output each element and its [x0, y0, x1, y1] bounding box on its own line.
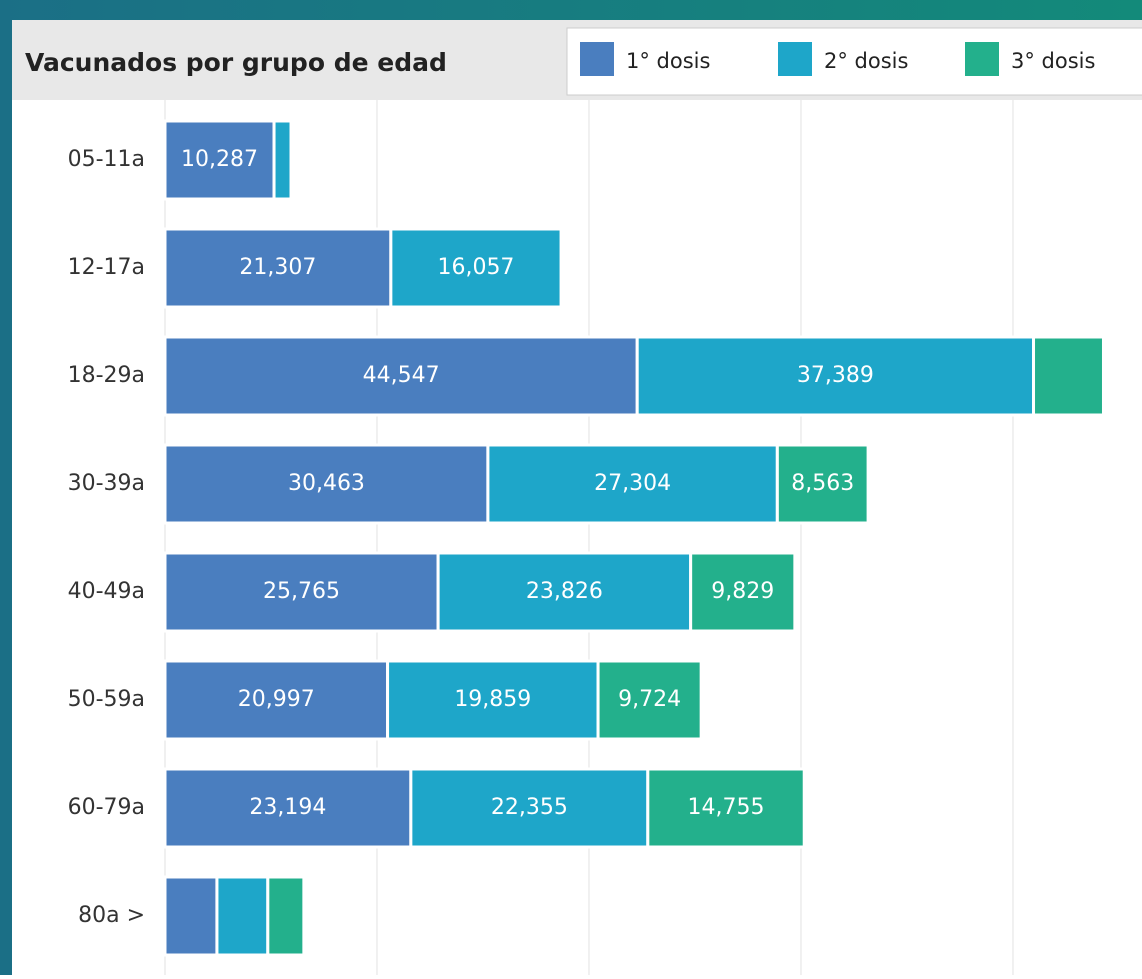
data-label: 14,755 — [688, 795, 765, 820]
data-label: 16,057 — [437, 255, 514, 280]
data-label: 23,194 — [249, 795, 326, 820]
bar-segment — [1032, 335, 1105, 417]
y-tick-label: 50-59a — [68, 687, 145, 712]
chart-title: Vacunados por grupo de edad — [25, 48, 447, 77]
bar-segment — [646, 767, 806, 849]
bar-segment — [163, 659, 390, 741]
bar-segment — [596, 659, 703, 741]
data-label: 19,859 — [454, 687, 531, 712]
legend-label: 1° dosis — [626, 49, 710, 73]
bar-segment — [163, 227, 393, 309]
legend — [566, 27, 1142, 96]
y-tick-label: 30-39a — [68, 471, 145, 496]
bar-segment — [163, 875, 219, 957]
data-label: 25,765 — [263, 579, 340, 604]
bar-segment — [436, 551, 693, 633]
legend-label: 3° dosis — [1011, 49, 1095, 73]
bar-segment — [266, 875, 306, 957]
y-tick-label: 18-29a — [68, 363, 145, 388]
bar-segment — [163, 443, 490, 525]
bar-segment — [215, 875, 270, 957]
data-label: 20,997 — [238, 687, 315, 712]
bar-segment — [163, 335, 639, 417]
legend-swatch — [965, 42, 999, 76]
data-label: 10,287 — [181, 147, 258, 172]
y-tick-label: 60-79a — [68, 795, 145, 820]
data-label: 27,304 — [594, 471, 671, 496]
data-label: 9,829 — [711, 579, 774, 604]
y-tick-label: 12-17a — [68, 255, 145, 280]
y-tick-label: 40-49a — [68, 579, 145, 604]
y-tick-label: 80a > — [78, 903, 145, 928]
legend-label: 2° dosis — [824, 49, 908, 73]
bar-segment — [386, 659, 600, 741]
bar-segment — [775, 443, 870, 525]
bar-segment — [409, 767, 650, 849]
data-label: 23,826 — [526, 579, 603, 604]
legend-swatch — [580, 42, 614, 76]
y-tick-label: 05-11a — [68, 147, 145, 172]
bar-segment — [272, 119, 293, 201]
data-label: 22,355 — [491, 795, 568, 820]
data-label: 9,724 — [618, 687, 681, 712]
legend-swatch — [778, 42, 812, 76]
bar-segment — [163, 767, 413, 849]
data-label: 37,389 — [797, 363, 874, 388]
data-label: 30,463 — [288, 471, 365, 496]
data-label: 8,563 — [791, 471, 854, 496]
data-label: 21,307 — [239, 255, 316, 280]
bar-segment — [689, 551, 797, 633]
bar-segment — [389, 227, 563, 309]
data-label: 44,547 — [363, 363, 440, 388]
